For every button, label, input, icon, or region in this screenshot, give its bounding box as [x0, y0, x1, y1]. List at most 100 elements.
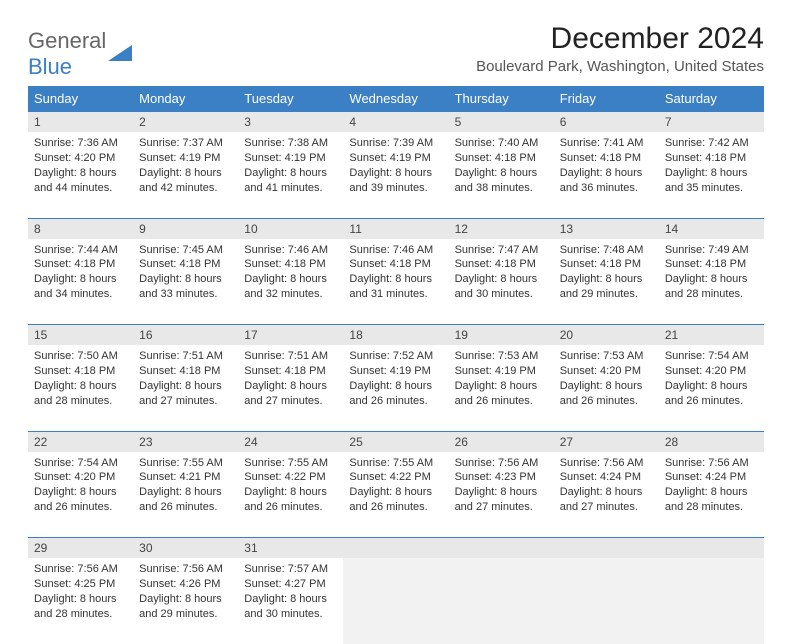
day-number: 5 — [455, 115, 462, 129]
day-number-cell: 23 — [133, 431, 238, 452]
day-number: 22 — [34, 435, 47, 449]
sunset-text: Sunset: 4:18 PM — [665, 257, 758, 272]
day-cell: Sunrise: 7:56 AMSunset: 4:25 PMDaylight:… — [28, 558, 133, 644]
weekday-header: Monday — [133, 86, 238, 112]
day-cell: Sunrise: 7:54 AMSunset: 4:20 PMDaylight:… — [28, 452, 133, 538]
daylight-text: Daylight: 8 hours and 27 minutes. — [244, 379, 337, 409]
month-title: December 2024 — [476, 22, 764, 56]
day-cell: Sunrise: 7:45 AMSunset: 4:18 PMDaylight:… — [133, 239, 238, 325]
logo-triangle-icon — [108, 41, 132, 67]
sunrise-text: Sunrise: 7:47 AM — [455, 243, 548, 258]
day-content-row: Sunrise: 7:44 AMSunset: 4:18 PMDaylight:… — [28, 239, 764, 325]
daylight-text: Daylight: 8 hours and 26 minutes. — [244, 485, 337, 515]
sunset-text: Sunset: 4:18 PM — [349, 257, 442, 272]
day-content: Sunrise: 7:56 AMSunset: 4:23 PMDaylight:… — [449, 452, 554, 523]
daylight-text: Daylight: 8 hours and 44 minutes. — [34, 166, 127, 196]
day-number: 19 — [455, 328, 468, 342]
day-cell: Sunrise: 7:53 AMSunset: 4:19 PMDaylight:… — [449, 345, 554, 431]
sunset-text: Sunset: 4:19 PM — [349, 364, 442, 379]
day-number: 24 — [244, 435, 257, 449]
sunset-text: Sunset: 4:18 PM — [244, 257, 337, 272]
day-number: 14 — [665, 222, 678, 236]
day-number-cell: 19 — [449, 325, 554, 346]
day-content-row: Sunrise: 7:56 AM Sunset: 4:25 PMDaylight:… — [28, 558, 764, 644]
sunrise-text: Sunrise: 7:51 AM — [244, 349, 337, 364]
sunset-text: Sunset: 4:27 PM — [244, 577, 337, 592]
day-number: 31 — [244, 541, 257, 555]
sunset-text: Sunset: 4:19 PM — [139, 151, 232, 166]
daylight-text: Daylight: 8 hours and 31 minutes. — [349, 272, 442, 302]
sunrise-text: Sunrise: 7:55 AM — [139, 456, 232, 471]
day-number: 15 — [34, 328, 47, 342]
sunrise-text: Sunrise: 7:46 AM — [244, 243, 337, 258]
day-number-cell: 4 — [343, 112, 448, 133]
day-number-cell: 2 — [133, 112, 238, 133]
sunrise-text: Sunrise: 7:39 AM — [349, 136, 442, 151]
day-cell: Sunrise: 7:55 AMSunset: 4:21 PMDaylight:… — [133, 452, 238, 538]
day-number: 18 — [349, 328, 362, 342]
day-number-cell: 27 — [554, 431, 659, 452]
sunset-text: Sunset: 4:25 PM — [34, 577, 127, 592]
day-number-cell: 12 — [449, 218, 554, 239]
daylight-text: Daylight: 8 hours and 32 minutes. — [244, 272, 337, 302]
sunrise-text: Sunrise: 7:56 AM — [139, 562, 232, 577]
day-content: Sunrise: 7:39 AMSunset: 4:19 PMDaylight:… — [343, 132, 448, 203]
day-content: Sunrise: 7:54 AMSunset: 4:20 PMDaylight:… — [659, 345, 764, 416]
daylight-text: Daylight: 8 hours and 35 minutes. — [665, 166, 758, 196]
day-number-cell: 13 — [554, 218, 659, 239]
sunrise-text: Sunrise: 7:52 AM — [349, 349, 442, 364]
daylight-text: Daylight: 8 hours and 26 minutes. — [349, 485, 442, 515]
day-number-cell: 9 — [133, 218, 238, 239]
daylight-text: Daylight: 8 hours and 26 minutes. — [139, 485, 232, 515]
day-number-cell: 7 — [659, 112, 764, 133]
sunset-text: Sunset: 4:18 PM — [560, 257, 653, 272]
weekday-header-row: Sunday Monday Tuesday Wednesday Thursday… — [28, 86, 764, 112]
day-number-cell: 5 — [449, 112, 554, 133]
daylight-text: Daylight: 8 hours and 28 minutes. — [34, 592, 127, 622]
sunrise-text: Sunrise: 7:37 AM — [139, 136, 232, 151]
day-number: 29 — [34, 541, 47, 555]
day-cell: Sunrise: 7:56 AMSunset: 4:26 PMDaylight:… — [133, 558, 238, 644]
weekday-header: Sunday — [28, 86, 133, 112]
day-content: Sunrise: 7:56 AMSunset: 4:24 PMDaylight:… — [659, 452, 764, 523]
day-content: Sunrise: 7:50 AMSunset: 4:18 PMDaylight:… — [28, 345, 133, 416]
day-content: Sunrise: 7:56 AMSunset: 4:25 PMDaylight:… — [28, 558, 133, 629]
sunset-text: Sunset: 4:18 PM — [139, 257, 232, 272]
day-number-cell — [554, 538, 659, 559]
sunset-text: Sunset: 4:20 PM — [665, 364, 758, 379]
daylight-text: Daylight: 8 hours and 26 minutes. — [665, 379, 758, 409]
day-content: Sunrise: 7:56 AMSunset: 4:24 PMDaylight:… — [554, 452, 659, 523]
day-content: Sunrise: 7:42 AMSunset: 4:18 PMDaylight:… — [659, 132, 764, 203]
day-number-cell — [659, 538, 764, 559]
daylight-text: Daylight: 8 hours and 26 minutes. — [560, 379, 653, 409]
day-cell — [554, 558, 659, 644]
sunset-text: Sunset: 4:18 PM — [560, 151, 653, 166]
sunset-text: Sunset: 4:22 PM — [349, 470, 442, 485]
daylight-text: Daylight: 8 hours and 36 minutes. — [560, 166, 653, 196]
day-number: 9 — [139, 222, 146, 236]
day-number: 4 — [349, 115, 356, 129]
day-number-cell: 26 — [449, 431, 554, 452]
sunrise-text: Sunrise: 7:54 AM — [665, 349, 758, 364]
day-content-row: Sunrise: 7:50 AMSunset: 4:18 PMDaylight:… — [28, 345, 764, 431]
day-content: Sunrise: 7:37 AMSunset: 4:19 PMDaylight:… — [133, 132, 238, 203]
day-content: Sunrise: 7:55 AMSunset: 4:21 PMDaylight:… — [133, 452, 238, 523]
calendar-table: Sunday Monday Tuesday Wednesday Thursday… — [28, 86, 764, 644]
day-cell — [343, 558, 448, 644]
title-block: December 2024 Boulevard Park, Washington… — [476, 22, 764, 75]
day-number-row: 891011121314 — [28, 218, 764, 239]
day-number-cell — [343, 538, 448, 559]
day-content: Sunrise: 7:38 AMSunset: 4:19 PMDaylight:… — [238, 132, 343, 203]
header: General Blue December 2024 Boulevard Par… — [28, 22, 764, 80]
day-number-cell: 16 — [133, 325, 238, 346]
daylight-text: Daylight: 8 hours and 27 minutes. — [139, 379, 232, 409]
day-cell: Sunrise: 7:41 AMSunset: 4:18 PMDaylight:… — [554, 132, 659, 218]
day-number-cell: 21 — [659, 325, 764, 346]
daylight-text: Daylight: 8 hours and 29 minutes. — [560, 272, 653, 302]
sunset-text: Sunset: 4:19 PM — [455, 364, 548, 379]
day-cell: Sunrise: 7:48 AMSunset: 4:18 PMDaylight:… — [554, 239, 659, 325]
day-cell: Sunrise: 7:50 AMSunset: 4:18 PMDaylight:… — [28, 345, 133, 431]
day-cell: Sunrise: 7:56 AMSunset: 4:24 PMDaylight:… — [659, 452, 764, 538]
sunset-text: Sunset: 4:18 PM — [455, 151, 548, 166]
sunset-text: Sunset: 4:18 PM — [34, 257, 127, 272]
